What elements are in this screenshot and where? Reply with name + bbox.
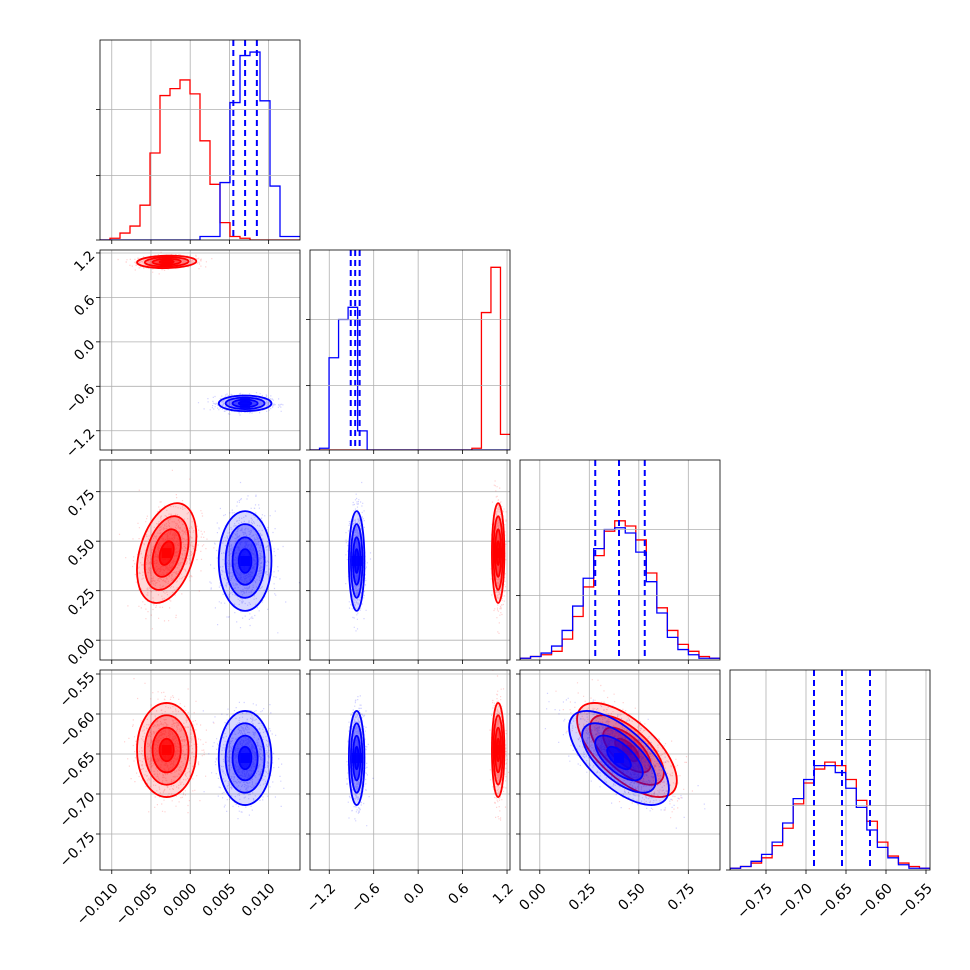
panel-2-0: 0.00 0.25 0.50 0.75 [65, 459, 301, 669]
panel-content [345, 480, 507, 634]
panel-frame [729, 669, 931, 871]
histogram-red [310, 266, 510, 450]
panel-content [117, 251, 284, 416]
y-tick-label: 0.6 [71, 292, 98, 319]
y-tick-label: −0.55 [57, 669, 99, 711]
histogram-red [100, 79, 300, 240]
panel-3-2: 0.00 0.25 0.50 0.75 [516, 669, 721, 914]
density-peak-red [493, 745, 504, 755]
panel-3-3: −0.75−0.70−0.65−0.60−0.55 [726, 669, 936, 923]
x-tick-label: −1.2 [304, 881, 339, 916]
density-peak-red [161, 548, 172, 559]
y-tick-label: 1.2 [71, 248, 98, 275]
scatter-points-red [118, 469, 215, 630]
panel-content [346, 670, 510, 827]
panel-frame [309, 459, 511, 661]
x-tick-label: 0.25 [566, 881, 599, 914]
x-tick-label: −0.60 [854, 881, 896, 923]
x-tick-label: −0.75 [734, 881, 776, 923]
y-tick-label: 0.0 [71, 337, 98, 364]
x-tick-label: 0.0 [401, 881, 428, 908]
panel-1-1 [306, 249, 511, 454]
y-tick-label: −0.75 [57, 829, 99, 871]
panel-frame [519, 669, 721, 871]
x-tick-label: 0.6 [445, 881, 472, 908]
y-tick-label: −0.60 [57, 709, 99, 751]
density-peak-red [161, 745, 172, 755]
x-tick-label: −0.010 [74, 881, 122, 929]
x-tick-label: 0.005 [200, 881, 240, 921]
histogram-blue [520, 527, 720, 660]
x-tick-label: 0.000 [160, 881, 200, 921]
x-tick-label: −0.005 [113, 881, 161, 929]
panel-frame [99, 669, 301, 871]
x-tick-label: 0.00 [516, 881, 549, 914]
panel-frame [309, 249, 511, 451]
panel-frame [309, 669, 511, 871]
x-tick-label: 0.010 [239, 881, 279, 921]
histogram-red [730, 761, 930, 870]
x-tick-label: −0.6 [348, 881, 383, 916]
panel-frame [519, 459, 721, 661]
x-tick-label: 0.75 [665, 881, 698, 914]
panel-frame [99, 39, 301, 241]
panel-frame [99, 459, 301, 661]
y-tick-label: 0.50 [65, 536, 98, 569]
y-tick-label: 0.25 [65, 586, 98, 619]
x-tick-label: −0.55 [894, 881, 936, 923]
y-tick-label: −1.2 [63, 426, 98, 461]
density-peak-blue [240, 753, 251, 763]
panel-3-0: −0.75−0.70−0.65−0.60−0.55−0.010−0.005 0.0… [57, 669, 301, 929]
x-tick-label: −0.65 [814, 881, 856, 923]
y-tick-label: −0.70 [57, 789, 99, 831]
y-tick-label: 0.00 [65, 635, 98, 668]
panel-content [124, 678, 285, 820]
panel-content [118, 469, 300, 634]
density-peak-blue [240, 398, 251, 409]
panel-content [100, 40, 300, 240]
density-peak-blue [614, 753, 625, 763]
x-tick-label: −0.70 [774, 881, 816, 923]
density-peak-red [493, 548, 504, 559]
panel-content [730, 670, 930, 870]
panel-content [310, 250, 510, 450]
y-tick-label: −0.6 [63, 381, 98, 416]
y-tick-label: 0.75 [65, 487, 98, 520]
panel-1-0: −1.2 −0.6 0.0 0.6 1.2 [63, 248, 301, 461]
panel-0-0 [96, 39, 301, 244]
x-tick-label: 1.2 [490, 881, 517, 908]
histogram-blue [310, 306, 510, 450]
x-tick-label: 0.50 [615, 881, 648, 914]
panel-2-2 [516, 459, 721, 664]
density-peak-blue [240, 555, 251, 566]
density-peak-red [161, 256, 172, 267]
histogram-blue [100, 51, 300, 240]
density-peak-blue [351, 753, 362, 763]
histogram-blue [730, 764, 930, 870]
density-peak-red [621, 745, 632, 755]
panel-3-1: −1.2 −0.6 0.0 0.6 1.2 [304, 669, 517, 916]
panel-2-1 [306, 459, 511, 664]
panel-content [544, 679, 706, 829]
y-tick-label: −0.65 [57, 749, 99, 791]
density-peak-blue [351, 555, 362, 566]
panel-content [520, 460, 720, 660]
panel-frame [99, 249, 301, 451]
